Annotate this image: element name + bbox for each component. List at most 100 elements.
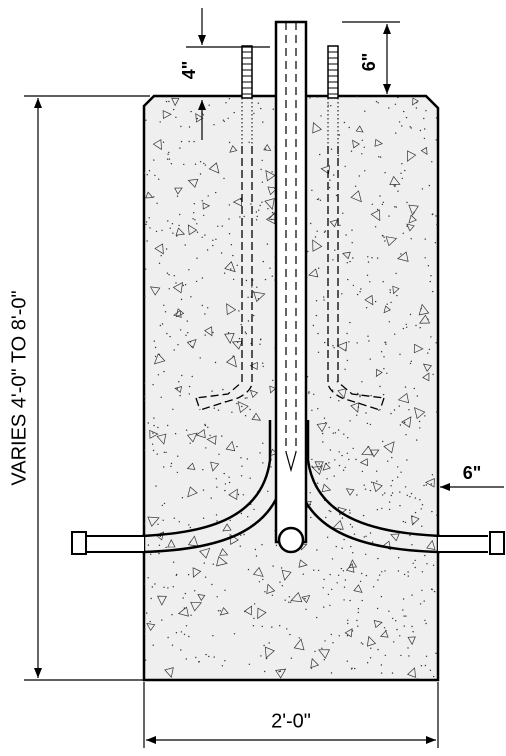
anchor-bolt-left bbox=[195, 45, 253, 411]
concrete-speck bbox=[190, 614, 192, 616]
concrete-speck bbox=[406, 459, 408, 461]
concrete-speck bbox=[379, 156, 382, 158]
concrete-speck bbox=[349, 509, 351, 511]
concrete-speck bbox=[357, 611, 359, 614]
concrete-speck bbox=[224, 483, 227, 485]
concrete-speck bbox=[246, 397, 248, 399]
concrete-speck bbox=[322, 441, 324, 443]
concrete-speck bbox=[316, 230, 318, 232]
concrete-speck bbox=[416, 439, 418, 441]
concrete-speck bbox=[154, 583, 156, 585]
concrete-speck bbox=[361, 470, 364, 473]
aggregate-triangle bbox=[186, 432, 198, 443]
concrete-speck bbox=[218, 453, 220, 455]
concrete-speck bbox=[318, 267, 320, 269]
concrete-speck bbox=[326, 536, 329, 538]
concrete-speck bbox=[436, 223, 438, 226]
concrete-speck bbox=[169, 227, 171, 229]
concrete-speck bbox=[161, 229, 163, 232]
concrete-speck bbox=[340, 567, 343, 570]
concrete-speck bbox=[199, 173, 202, 175]
concrete-speck bbox=[317, 332, 319, 335]
concrete-speck bbox=[163, 502, 166, 505]
concrete-speck bbox=[375, 100, 378, 103]
concrete-speck bbox=[349, 260, 351, 263]
aggregate-triangle bbox=[411, 515, 420, 526]
concrete-speck bbox=[163, 466, 165, 468]
concrete-speck bbox=[158, 178, 160, 180]
concrete-speck bbox=[188, 393, 190, 395]
concrete-speck bbox=[339, 224, 341, 226]
concrete-speck bbox=[405, 615, 407, 617]
dimension-top-clearance bbox=[186, 8, 270, 140]
concrete-speck bbox=[383, 236, 385, 238]
concrete-speck bbox=[359, 580, 362, 583]
aggregate-triangle bbox=[149, 286, 161, 296]
concrete-speck bbox=[389, 289, 391, 291]
concrete-speck bbox=[188, 140, 190, 143]
concrete-speck bbox=[329, 573, 331, 576]
concrete-speck bbox=[228, 204, 231, 206]
concrete-speck bbox=[144, 295, 146, 298]
concrete-speck bbox=[217, 409, 220, 411]
concrete-speck bbox=[172, 232, 174, 234]
aggregate-triangle bbox=[389, 175, 401, 186]
concrete-speck bbox=[343, 538, 345, 541]
concrete-speck bbox=[409, 496, 411, 498]
concrete-speck bbox=[267, 208, 269, 210]
concrete-speck bbox=[205, 447, 207, 449]
concrete-speck bbox=[194, 219, 196, 221]
aggregate-triangle bbox=[298, 559, 308, 568]
concrete-speck bbox=[153, 196, 155, 198]
concrete-speck bbox=[430, 336, 432, 338]
concrete-speck bbox=[168, 288, 170, 290]
concrete-speck bbox=[148, 217, 150, 219]
concrete-speck bbox=[323, 606, 325, 608]
concrete-speck bbox=[180, 631, 183, 633]
concrete-speck bbox=[384, 240, 386, 242]
concrete-speck bbox=[353, 533, 356, 535]
concrete-speck bbox=[318, 463, 320, 465]
dimension-bolt-projection bbox=[342, 21, 400, 94]
concrete-speck bbox=[182, 284, 184, 287]
concrete-speck bbox=[158, 544, 161, 546]
concrete-speck bbox=[337, 154, 339, 157]
concrete-speck bbox=[426, 563, 428, 565]
concrete-speck bbox=[321, 432, 324, 435]
aggregate-triangle bbox=[229, 145, 238, 153]
concrete-speck bbox=[376, 607, 379, 610]
concrete-speck bbox=[171, 614, 173, 616]
concrete-speck bbox=[152, 384, 154, 386]
aggregate-triangle bbox=[231, 340, 243, 350]
aggregate-triangle bbox=[208, 162, 220, 174]
concrete-speck bbox=[430, 588, 433, 590]
concrete-speck bbox=[261, 159, 263, 162]
concrete-speck bbox=[176, 471, 179, 474]
concrete-speck bbox=[178, 224, 180, 227]
concrete-speck bbox=[357, 392, 359, 395]
concrete-speck bbox=[223, 472, 225, 475]
concrete-speck bbox=[230, 244, 233, 246]
concrete-speck bbox=[402, 327, 405, 330]
concrete-speck bbox=[175, 282, 177, 284]
concrete-speck bbox=[216, 596, 218, 598]
concrete-speck bbox=[204, 424, 207, 427]
concrete-speck bbox=[204, 313, 206, 315]
concrete-speck bbox=[342, 212, 344, 214]
concrete-speck bbox=[338, 464, 341, 467]
concrete-speck bbox=[385, 343, 387, 345]
concrete-speck bbox=[227, 332, 230, 334]
concrete-speck bbox=[366, 662, 369, 664]
concrete-speck bbox=[378, 409, 380, 411]
concrete-speck bbox=[400, 471, 402, 473]
concrete-speck bbox=[379, 385, 381, 388]
aggregate-triangle bbox=[167, 539, 176, 548]
concrete-speck bbox=[262, 121, 264, 123]
concrete-speck bbox=[249, 477, 251, 479]
aggregate-triangle bbox=[265, 212, 276, 225]
concrete-speck bbox=[374, 300, 377, 303]
concrete-speck bbox=[173, 517, 175, 519]
concrete-speck bbox=[365, 553, 367, 555]
aggregate-triangle bbox=[408, 204, 419, 216]
concrete-speck bbox=[437, 675, 438, 677]
